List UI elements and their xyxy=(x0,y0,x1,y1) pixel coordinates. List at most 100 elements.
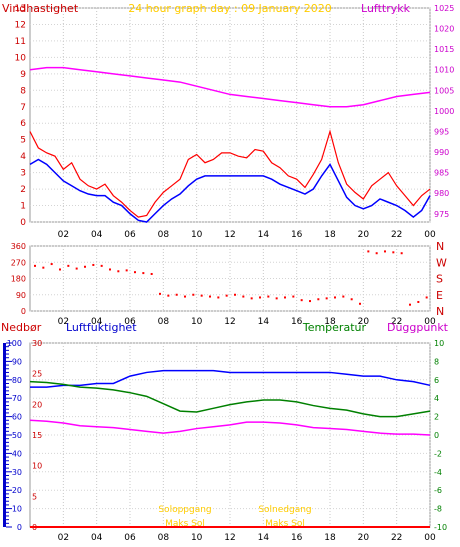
direction-point xyxy=(159,292,161,295)
humidity-y-tick-label: 0 xyxy=(17,523,22,532)
humidity-y-tick-label: 10 xyxy=(12,505,22,514)
temperature-y-tick-label: -4 xyxy=(434,468,442,477)
direction-point xyxy=(409,303,411,306)
pressure-axis-label: Lufttrykk xyxy=(361,2,411,15)
x-tick-label: 12 xyxy=(224,533,235,543)
direction-point xyxy=(367,250,370,253)
rain-y-tick-label: 25 xyxy=(32,370,42,379)
temperature-y-tick-label: -6 xyxy=(434,486,442,495)
direction-point xyxy=(100,264,103,267)
average_wind-line xyxy=(29,158,431,223)
pressure-y-tick-label: 990 xyxy=(434,148,449,157)
direction-point xyxy=(84,265,86,268)
direction-point xyxy=(209,295,211,298)
temperature-y-tick-label: 4 xyxy=(434,394,439,403)
pressure-y-tick-label: 995 xyxy=(434,127,449,136)
direction-point xyxy=(109,268,111,271)
direction-point xyxy=(150,272,153,275)
x-tick-label: 10 xyxy=(191,533,203,543)
wind-y-tick-label: 12 xyxy=(15,20,26,30)
humidity-y-tick-label: 90 xyxy=(12,357,22,366)
direction-point xyxy=(34,264,36,267)
humidity-y-tick-label: 50 xyxy=(12,431,22,440)
direction-point xyxy=(392,251,395,254)
direction-point xyxy=(134,271,136,274)
wind-y-tick-label: 3 xyxy=(20,169,26,179)
direction-point xyxy=(275,297,278,300)
wind-y-tick-label: 9 xyxy=(20,70,26,80)
wind-y-tick-label: 0 xyxy=(20,218,26,228)
direction-point xyxy=(200,294,203,297)
x-tick-label: 08 xyxy=(158,317,170,327)
rain-axis-bar xyxy=(3,343,6,527)
wind-y-tick-label: 5 xyxy=(20,136,26,146)
x-tick-label: 20 xyxy=(358,533,370,543)
sun-annotation: Maks Sol xyxy=(165,519,205,529)
rain-y-tick-label: 5 xyxy=(32,492,37,501)
humidity-y-tick-label: 70 xyxy=(12,394,22,403)
direction-point xyxy=(292,295,295,298)
direction-point xyxy=(267,295,270,298)
x-tick-label: 10 xyxy=(191,317,203,327)
direction-point xyxy=(384,250,386,253)
humidity-y-tick-label: 20 xyxy=(12,486,22,495)
compass-label: S xyxy=(436,273,443,286)
compass-label: E xyxy=(436,289,443,302)
pressure-y-tick-label: 985 xyxy=(434,169,449,178)
pressure-y-tick-label: 1010 xyxy=(434,66,454,75)
direction-point xyxy=(117,270,120,273)
dewpoint-axis-label: Duggpunkt xyxy=(387,321,449,334)
wind-y-tick-label: 2 xyxy=(20,185,26,195)
pressure-line xyxy=(29,66,431,108)
temperature-y-tick-label: 0 xyxy=(434,431,439,440)
rain-y-tick-label: 15 xyxy=(32,431,42,440)
x-tick-label: 12 xyxy=(224,230,235,240)
direction-point xyxy=(75,267,78,270)
gust-line xyxy=(29,129,431,218)
wind-axis-label: Vindhastighet xyxy=(2,2,79,15)
humidity-y-tick-label: 100 xyxy=(7,339,22,348)
direction-point xyxy=(325,297,328,300)
temperature-line xyxy=(29,380,431,418)
humidity-y-tick-label: 60 xyxy=(12,413,22,422)
x-tick-label: 04 xyxy=(91,317,103,327)
direction-point xyxy=(225,294,228,297)
sun-annotation: Soloppgang xyxy=(158,505,211,515)
direction-point xyxy=(167,294,170,297)
direction-point xyxy=(359,302,361,305)
pressure-y-tick-label: 1015 xyxy=(434,45,454,54)
x-tick-label: 22 xyxy=(391,230,402,240)
direction-point xyxy=(67,264,70,267)
humidity-y-tick-label: 80 xyxy=(12,376,22,385)
direction-y-tick-label: 0 xyxy=(21,307,26,316)
compass-label: N xyxy=(436,240,444,253)
direction-point xyxy=(425,296,428,299)
pressure-y-tick-label: 1020 xyxy=(434,25,454,34)
direction-point xyxy=(125,269,128,272)
x-tick-label: 08 xyxy=(158,230,170,240)
temperature-y-tick-label: -2 xyxy=(434,449,442,458)
x-tick-label: 04 xyxy=(91,533,103,543)
direction-y-tick-label: 360 xyxy=(11,242,26,251)
direction-point xyxy=(300,299,303,302)
x-tick-label: 14 xyxy=(258,533,270,543)
wind-y-tick-label: 13 xyxy=(15,4,26,14)
x-tick-label: 04 xyxy=(91,230,103,240)
direction-point xyxy=(350,298,353,301)
rain-y-tick-label: 30 xyxy=(32,339,42,348)
wind-y-tick-label: 7 xyxy=(20,103,26,113)
compass-label: W xyxy=(436,256,447,269)
sun-annotation: Solnedgang xyxy=(258,505,311,515)
x-tick-label: 18 xyxy=(324,230,336,240)
direction-point xyxy=(334,296,336,299)
x-tick-label: 16 xyxy=(291,533,303,543)
direction-point xyxy=(259,296,261,299)
x-tick-label: 18 xyxy=(324,317,336,327)
direction-point xyxy=(317,298,320,301)
x-tick-label: 06 xyxy=(124,533,136,543)
x-tick-label: 22 xyxy=(391,317,402,327)
wind-y-tick-label: 6 xyxy=(20,119,26,129)
x-tick-label: 02 xyxy=(58,317,69,327)
x-tick-label: 02 xyxy=(58,230,69,240)
